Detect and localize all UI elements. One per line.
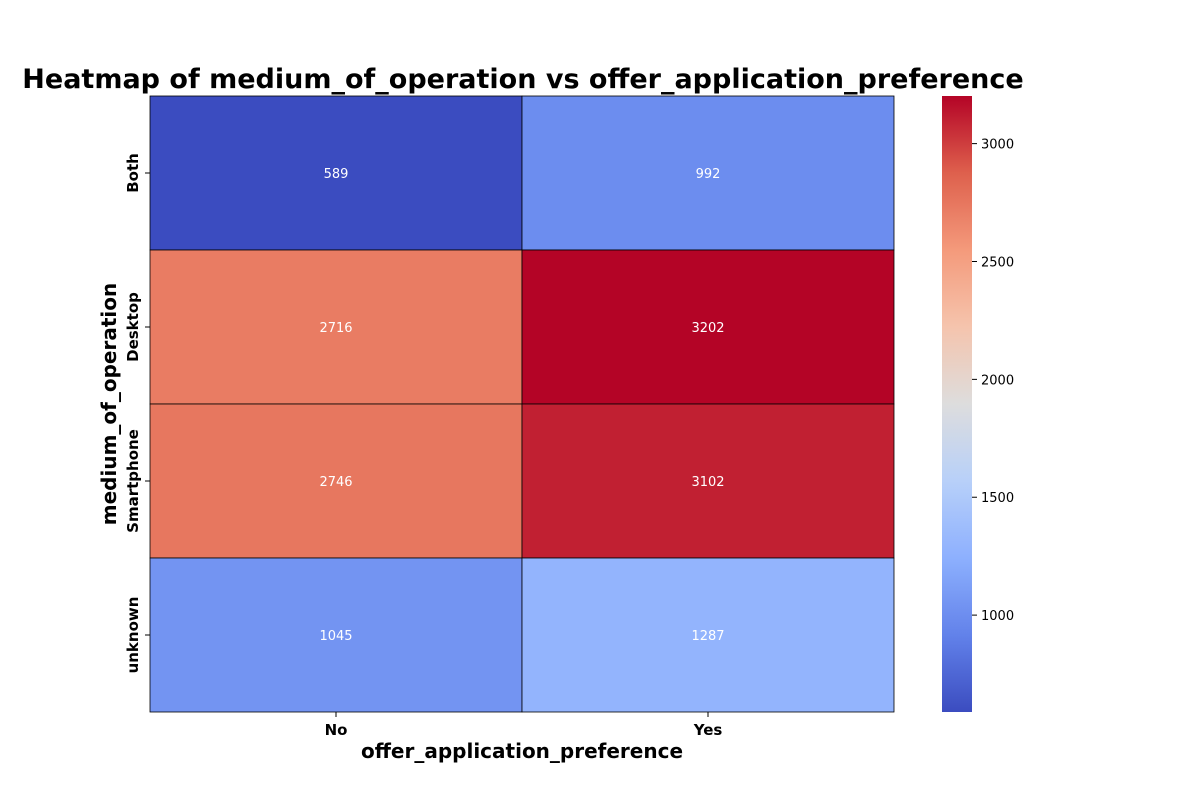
y-axis-label: medium_of_operation	[97, 283, 121, 525]
chart-title: Heatmap of medium_of_operation vs offer_…	[22, 64, 1023, 95]
x-tick-label: Yes	[693, 721, 723, 739]
heatmap-cell-label: 3202	[691, 321, 724, 336]
colorbar: 1000 1500 2000 2500 3000	[942, 96, 1014, 712]
heatmap-cell-label: 1287	[691, 629, 724, 644]
y-axis-ticks: Both Desktop Smartphone unknown	[124, 153, 150, 673]
heatmap-cell	[149, 95, 523, 251]
y-tick-label: Smartphone	[124, 429, 142, 533]
x-tick-label: No	[325, 721, 348, 739]
heatmap-cell-labels: 589 992 2716 3202 2746 3102 1045 1287	[319, 167, 724, 644]
x-axis-ticks: No Yes	[325, 712, 723, 739]
heatmap-cell	[149, 249, 523, 405]
heatmap-cell	[149, 403, 523, 559]
heatmap-cell-label: 2746	[319, 475, 352, 490]
heatmap-cells	[149, 95, 895, 713]
heatmap-cell-label: 992	[696, 167, 721, 182]
colorbar-tick-label: 2500	[981, 255, 1014, 270]
colorbar-tick-label: 1000	[981, 609, 1014, 624]
heatmap-cell	[149, 557, 523, 713]
y-tick-label: Desktop	[124, 292, 142, 362]
x-axis-label: offer_application_preference	[361, 739, 683, 763]
heatmap-cell	[521, 249, 895, 405]
colorbar-gradient	[942, 96, 972, 712]
heatmap-cell-label: 1045	[319, 629, 352, 644]
heatmap-cell	[521, 557, 895, 713]
heatmap-cell	[521, 403, 895, 559]
heatmap-cell-label: 589	[324, 167, 349, 182]
colorbar-tick-label: 2000	[981, 373, 1014, 388]
colorbar-tick-label: 3000	[981, 138, 1014, 153]
y-tick-label: unknown	[124, 597, 142, 674]
heatmap-cell-label: 3102	[691, 475, 724, 490]
heatmap-cell-label: 2716	[319, 321, 352, 336]
y-tick-label: Both	[124, 153, 142, 193]
colorbar-tick-label: 1500	[981, 491, 1014, 506]
heatmap-cell	[521, 95, 895, 251]
